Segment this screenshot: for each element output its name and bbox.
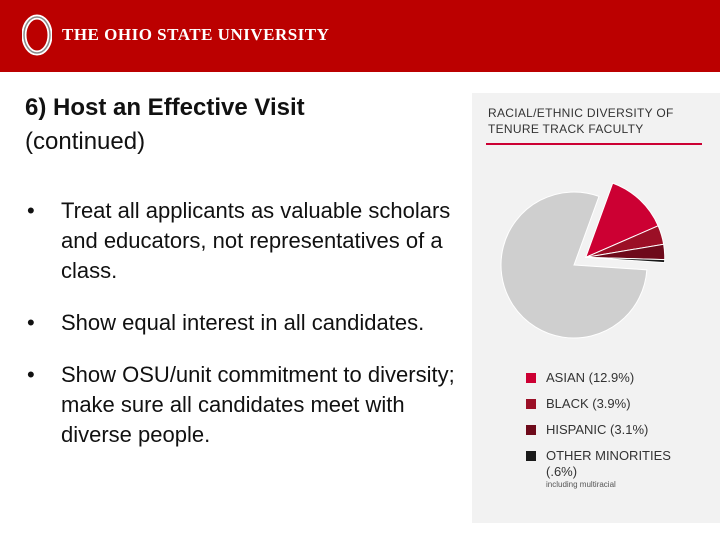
legend-item-asian: ASIAN (12.9%)	[524, 370, 704, 386]
legend-label: HISPANIC (3.1%)	[546, 422, 649, 437]
bullet-dot: •	[27, 198, 35, 223]
pie-slice	[585, 256, 666, 264]
slide-subtitle: (continued)	[25, 128, 146, 155]
chart-panel: RACIAL/ETHNIC DIVERSITY OF TENURE TRACK …	[472, 93, 720, 523]
legend-item-other: OTHER MINORITIES (.6%)	[524, 448, 704, 480]
legend-label: OTHER MINORITIES (.6%)	[546, 448, 671, 479]
legend-swatch	[526, 373, 536, 383]
bullet-text: Show OSU/unit commitment to diversity; m…	[61, 362, 455, 447]
legend-label: BLACK (3.9%)	[546, 396, 631, 411]
legend-item-black: BLACK (3.9%)	[524, 396, 704, 412]
chart-legend: ASIAN (12.9%) BLACK (3.9%) HISPANIC (3.1…	[524, 370, 704, 490]
header-bar: THE OHIO STATE UNIVERSITY	[0, 0, 720, 72]
legend-swatch	[526, 425, 536, 435]
pie-slice	[500, 191, 648, 339]
bullet-item: • Show equal interest in all candidates.	[25, 308, 465, 338]
bullet-dot: •	[27, 362, 35, 387]
slide-title: 6) Host an Effective Visit	[25, 94, 305, 121]
legend-label: ASIAN (12.9%)	[546, 370, 635, 385]
university-name: THE OHIO STATE UNIVERSITY	[62, 25, 330, 44]
pie-slice	[584, 182, 659, 259]
ohio-state-logo-icon	[22, 14, 52, 56]
bullet-item: • Treat all applicants as valuable schol…	[25, 196, 465, 286]
bullet-list: • Treat all applicants as valuable schol…	[25, 196, 465, 450]
bullet-item: • Show OSU/unit commitment to diversity;…	[25, 360, 465, 450]
legend-swatch	[526, 451, 536, 461]
legend-note: including multiracial	[546, 480, 616, 489]
legend-item-hispanic: HISPANIC (3.1%)	[524, 422, 704, 438]
legend-swatch	[526, 399, 536, 409]
chart-title: RACIAL/ETHNIC DIVERSITY OF TENURE TRACK …	[488, 106, 674, 136]
bullet-text: Treat all applicants as valuable scholar…	[61, 198, 451, 283]
bullet-dot: •	[27, 310, 35, 335]
title-divider	[486, 143, 702, 145]
pie-chart	[500, 182, 666, 339]
bullet-text: Show equal interest in all candidates.	[61, 310, 425, 335]
